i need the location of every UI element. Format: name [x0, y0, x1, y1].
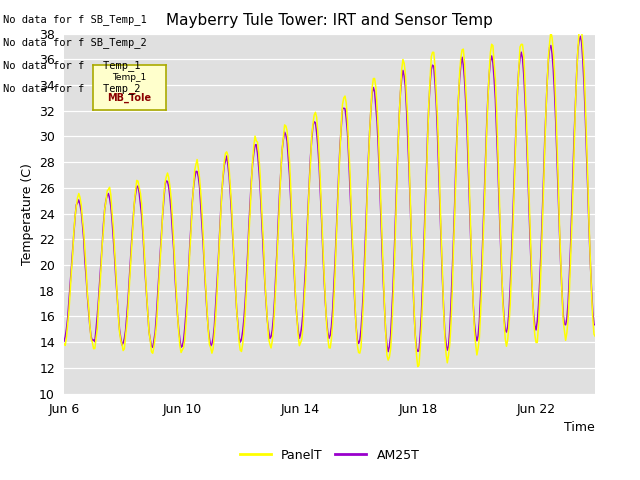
Text: No data for f SB_Temp_1: No data for f SB_Temp_1	[3, 13, 147, 24]
X-axis label: Time: Time	[564, 421, 595, 434]
Text: Temp_1: Temp_1	[113, 73, 147, 82]
Text: No data for f SB_Temp_2: No data for f SB_Temp_2	[3, 36, 147, 48]
Text: No data for f   Temp_1: No data for f Temp_1	[3, 60, 141, 71]
Text: MB_Tole: MB_Tole	[108, 93, 152, 103]
Title: Mayberry Tule Tower: IRT and Sensor Temp: Mayberry Tule Tower: IRT and Sensor Temp	[166, 13, 493, 28]
Text: No data for f   Temp_2: No data for f Temp_2	[3, 83, 141, 94]
Legend: PanelT, AM25T: PanelT, AM25T	[235, 444, 424, 467]
Y-axis label: Temperature (C): Temperature (C)	[20, 163, 33, 264]
